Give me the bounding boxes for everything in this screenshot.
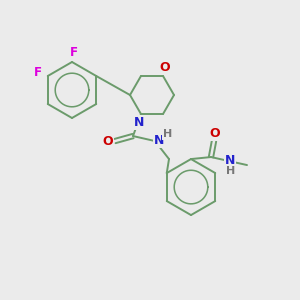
Text: O: O [160,61,170,74]
Text: H: H [164,129,172,139]
Text: O: O [210,127,220,140]
Text: N: N [154,134,164,147]
Text: O: O [103,135,113,148]
Text: F: F [34,65,42,79]
Text: N: N [134,116,144,129]
Text: F: F [70,46,78,59]
Text: N: N [225,154,235,166]
Text: H: H [226,166,236,176]
